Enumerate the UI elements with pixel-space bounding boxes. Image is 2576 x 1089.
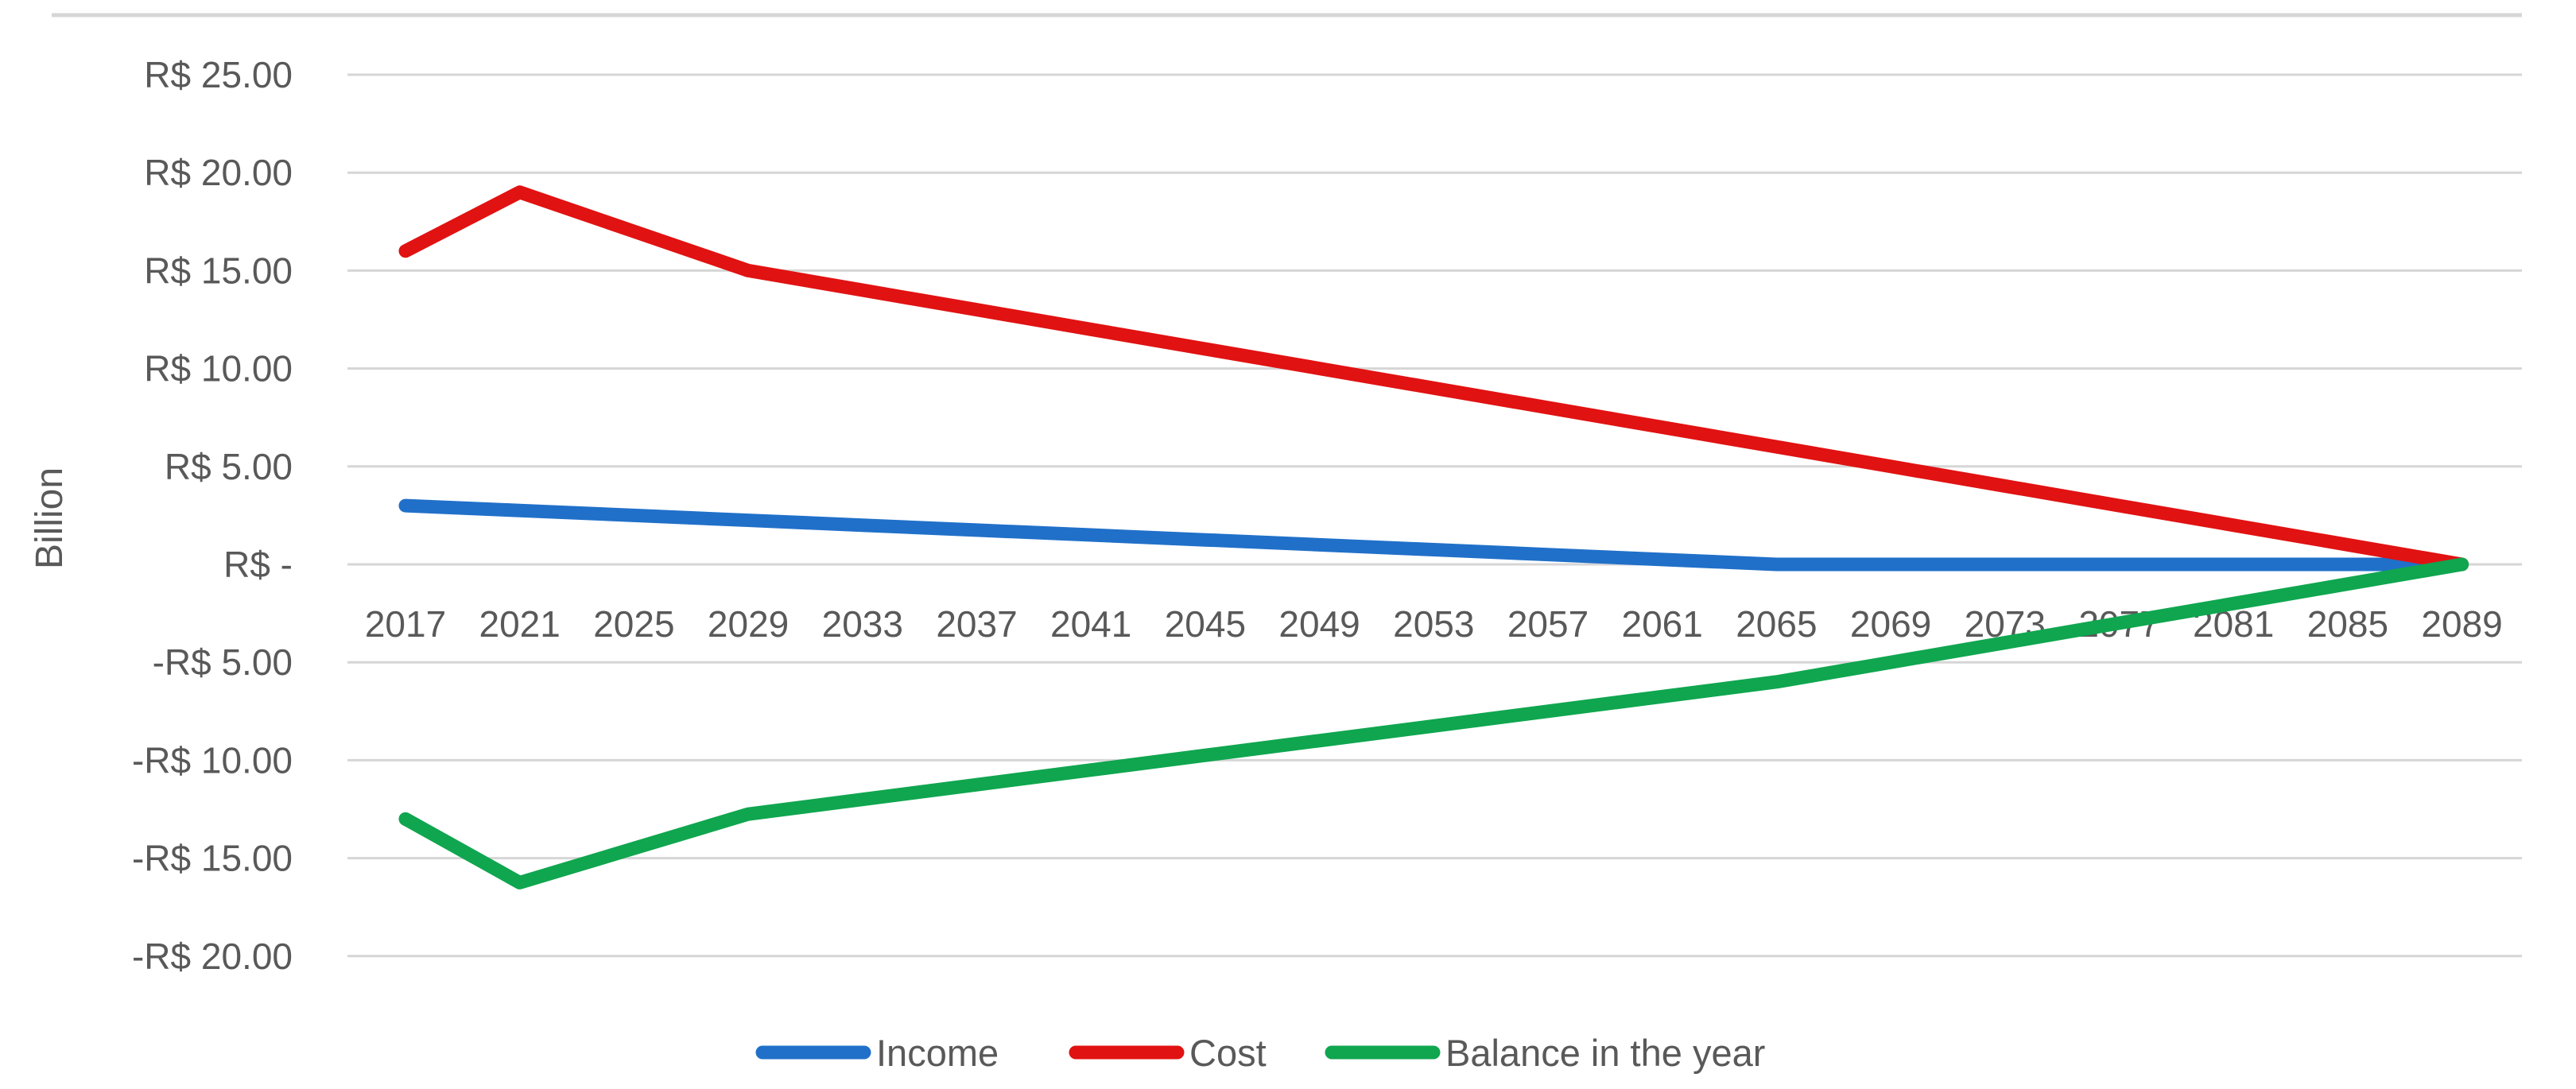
- y-tick-label: R$ 15.00: [144, 250, 293, 291]
- legend-item-income: Income: [755, 1032, 999, 1074]
- x-tick-label: 2053: [1393, 603, 1474, 645]
- x-tick-label: 2017: [365, 603, 446, 645]
- x-tick-label: 2057: [1507, 603, 1589, 645]
- x-tick-label: 2085: [2307, 603, 2388, 645]
- y-tick-label: -R$ 10.00: [132, 739, 293, 781]
- legend-label: Balance in the year: [1445, 1032, 1765, 1074]
- x-tick-label: 2033: [822, 603, 903, 645]
- x-tick-label: 2061: [1622, 603, 1703, 645]
- y-tick-label: -R$ 20.00: [132, 936, 293, 977]
- x-tick-label: 2049: [1278, 603, 1360, 645]
- series-line-balance-in-the-year: [398, 557, 2469, 889]
- x-tick-label: 2025: [593, 603, 674, 645]
- y-tick-label: R$ 5.00: [165, 446, 293, 487]
- x-tick-label: 2037: [936, 603, 1017, 645]
- y-tick-label: R$ 25.00: [144, 54, 293, 95]
- legend-item-balance-in-the-year: Balance in the year: [1325, 1032, 1765, 1074]
- x-tick-label: 2021: [479, 603, 561, 645]
- x-tick-label: 2069: [1850, 603, 1931, 645]
- x-tick-label: 2041: [1050, 603, 1131, 645]
- gridlines: [347, 73, 2522, 958]
- legend: Income Cost Balance in the year: [755, 1032, 1765, 1074]
- y-axis-title: Billion: [29, 467, 71, 569]
- y-axis-tick-labels: R$ 25.00 R$ 20.00 R$ 15.00 R$ 10.00 R$ 5.00 R…: [132, 54, 293, 977]
- y-tick-label: R$ -: [223, 544, 293, 585]
- x-tick-label: 2065: [1736, 603, 1817, 645]
- y-tick-label: -R$ 5.00: [153, 641, 293, 683]
- x-tick-label: 2089: [2421, 603, 2502, 645]
- legend-label: Cost: [1189, 1032, 1267, 1074]
- series-line-cost: [398, 185, 2469, 572]
- legend-label: Income: [876, 1032, 999, 1074]
- x-tick-label: 2045: [1165, 603, 1246, 645]
- y-tick-label: R$ 20.00: [144, 152, 293, 193]
- legend-item-cost: Cost: [1069, 1032, 1267, 1074]
- y-tick-label: -R$ 15.00: [132, 838, 293, 879]
- y-tick-label: R$ 10.00: [144, 348, 293, 389]
- x-tick-label: 2029: [708, 603, 789, 645]
- series-line-income: [398, 498, 2469, 572]
- series-lines: [398, 185, 2469, 889]
